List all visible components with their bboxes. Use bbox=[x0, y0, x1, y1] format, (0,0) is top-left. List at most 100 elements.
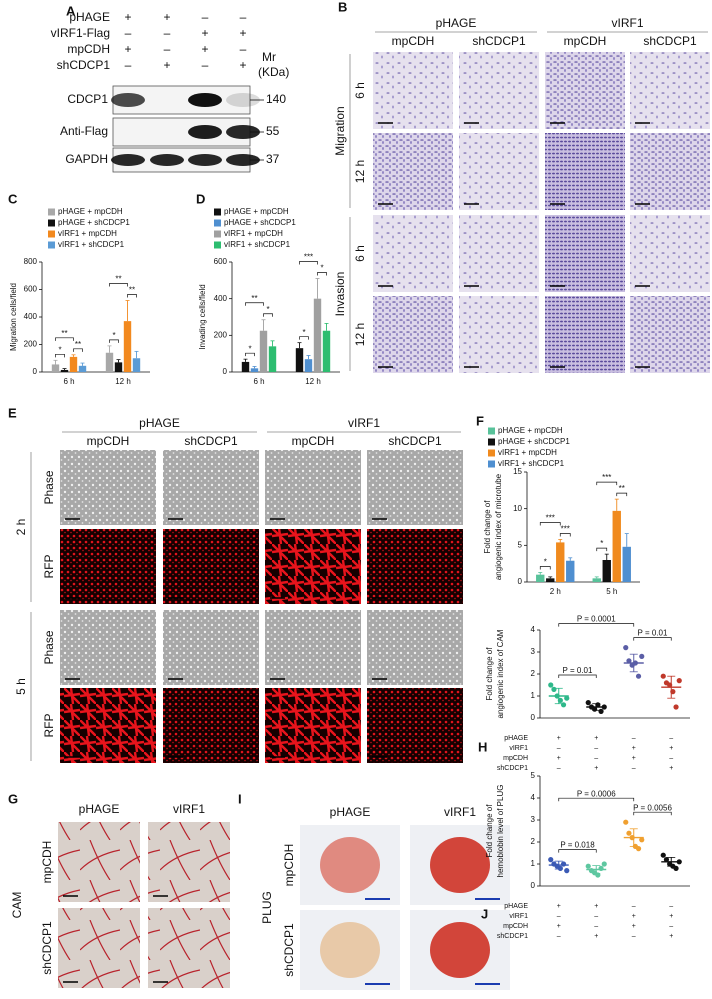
legend-swatch bbox=[488, 438, 495, 446]
bar bbox=[114, 362, 123, 372]
significance-label: * bbox=[248, 344, 251, 353]
significance-label: *** bbox=[304, 253, 313, 262]
condition-sign: + bbox=[239, 26, 246, 40]
bar bbox=[592, 578, 601, 582]
plug bbox=[430, 922, 490, 978]
bar bbox=[536, 574, 545, 582]
significance-bracket bbox=[263, 313, 273, 317]
y-tick-label: 2 bbox=[531, 837, 536, 846]
significance-bracket bbox=[633, 637, 672, 641]
condition-sign: – bbox=[594, 923, 598, 930]
condition-sign: + bbox=[594, 903, 598, 910]
column-header: shCDCP1 bbox=[184, 434, 238, 448]
legend-swatch bbox=[488, 427, 495, 435]
significance-bracket bbox=[73, 348, 83, 352]
panel-letter: C bbox=[8, 191, 18, 206]
micrograph bbox=[60, 688, 156, 763]
blot-band bbox=[111, 93, 145, 107]
blot-band bbox=[111, 154, 145, 166]
significance-bracket bbox=[539, 522, 561, 526]
bar bbox=[259, 330, 268, 372]
data-point bbox=[660, 673, 666, 679]
bar bbox=[546, 578, 555, 582]
y-tick-label: 10 bbox=[513, 504, 522, 513]
condition-sign: + bbox=[594, 933, 598, 940]
y-tick-label: 4 bbox=[531, 793, 536, 802]
condition-sign: + bbox=[124, 10, 131, 24]
significance-bracket bbox=[633, 811, 672, 816]
data-point bbox=[623, 819, 629, 825]
blot-label: CDCP1 bbox=[67, 92, 108, 106]
condition-sign: + bbox=[669, 913, 673, 920]
column-header: pHAGE bbox=[330, 805, 371, 819]
data-point bbox=[673, 865, 679, 872]
significance-label: ** bbox=[115, 275, 121, 284]
group-header: pHAGE bbox=[436, 16, 477, 30]
bar bbox=[556, 542, 565, 582]
cam-photo bbox=[148, 822, 230, 902]
legend-label: pHAGE + shCDCP1 bbox=[224, 218, 296, 227]
y-tick-label: 800 bbox=[24, 257, 38, 266]
condition-sign: – bbox=[125, 58, 132, 72]
bar bbox=[241, 361, 250, 372]
significance-label: P = 0.01 bbox=[638, 629, 668, 638]
legend-label: pHAGE + mpCDH bbox=[224, 207, 289, 216]
x-tick-label: 2 h bbox=[550, 587, 561, 596]
significance-bracket bbox=[299, 261, 318, 265]
significance-bracket bbox=[539, 566, 551, 570]
blot-band bbox=[226, 154, 260, 166]
bar bbox=[250, 368, 259, 372]
significance-bracket bbox=[127, 294, 137, 298]
significance-bracket bbox=[558, 623, 635, 627]
legend-label: vIRF1 + shCDCP1 bbox=[224, 240, 291, 249]
y-tick-label: 0 bbox=[518, 577, 523, 586]
bar bbox=[51, 364, 60, 372]
significance-bracket bbox=[299, 336, 309, 340]
micrograph bbox=[163, 688, 259, 763]
bar bbox=[105, 352, 114, 372]
condition-sign: + bbox=[632, 755, 636, 762]
condition-sign: – bbox=[202, 58, 209, 72]
column-header: mpCDH bbox=[564, 34, 607, 48]
micrograph bbox=[630, 52, 710, 129]
condition-sign: + bbox=[632, 745, 636, 752]
panel-letter: B bbox=[338, 0, 347, 14]
micrograph bbox=[545, 215, 625, 292]
micrograph bbox=[367, 450, 463, 525]
bar bbox=[132, 358, 141, 372]
column-header: shCDCP1 bbox=[388, 434, 442, 448]
micrograph bbox=[60, 529, 156, 604]
significance-label: *** bbox=[602, 473, 611, 482]
significance-bracket bbox=[245, 302, 264, 306]
section-label: 2 h bbox=[14, 519, 28, 536]
data-point bbox=[598, 865, 604, 872]
y-tick-label: 3 bbox=[531, 647, 536, 656]
blot-band bbox=[188, 125, 222, 139]
y-tick-label: 15 bbox=[513, 467, 522, 476]
blot-band bbox=[226, 93, 260, 107]
y-tick-label: 5 bbox=[518, 540, 523, 549]
condition-sign: – bbox=[240, 10, 247, 24]
micrograph bbox=[60, 610, 156, 685]
row-label: Phase bbox=[42, 470, 56, 504]
significance-label: ** bbox=[61, 329, 67, 338]
column-header: shCDCP1 bbox=[472, 34, 526, 48]
condition-sign: + bbox=[632, 923, 636, 930]
section-label: 5 h bbox=[14, 678, 28, 695]
data-point bbox=[676, 678, 682, 684]
condition-sign: + bbox=[669, 765, 673, 772]
bar bbox=[322, 330, 331, 372]
condition-sign: – bbox=[632, 735, 636, 742]
significance-label: P = 0.018 bbox=[560, 841, 595, 850]
significance-label: ** bbox=[619, 484, 625, 493]
y-tick-label: 4 bbox=[531, 625, 536, 634]
micrograph bbox=[373, 52, 453, 129]
micrograph bbox=[545, 52, 625, 129]
panel-letter: H bbox=[478, 739, 487, 754]
column-header: vIRF1 bbox=[173, 802, 205, 816]
condition-sign: + bbox=[669, 933, 673, 940]
y-axis-label: angiogenic index of CAM bbox=[496, 629, 505, 718]
legend-swatch bbox=[214, 230, 221, 238]
condition-label: pHAGE bbox=[69, 10, 110, 24]
panel-letter: A bbox=[66, 3, 76, 18]
